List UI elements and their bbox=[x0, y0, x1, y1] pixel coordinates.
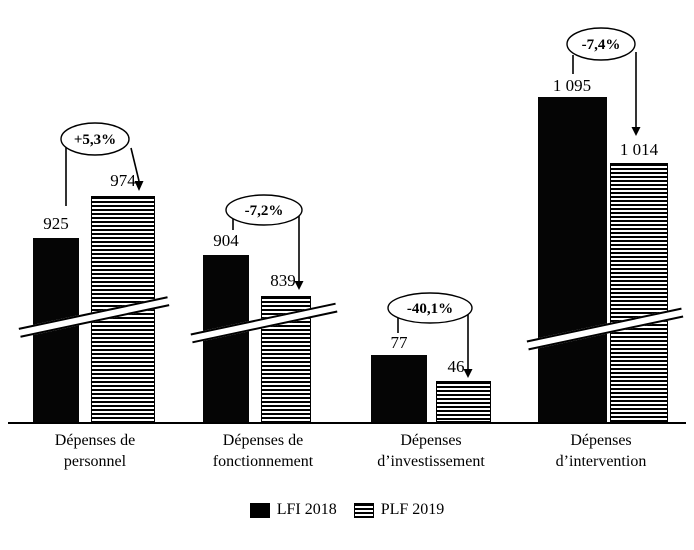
value-label-lfi-fonctionnement: 904 bbox=[213, 231, 239, 250]
change-label: -7,2% bbox=[245, 203, 284, 219]
change-bubble bbox=[60, 122, 130, 156]
change-label: +5,3% bbox=[74, 132, 116, 148]
legend-swatch-lfi2018 bbox=[249, 502, 270, 518]
bar-lfi2018-intervention bbox=[538, 97, 607, 422]
category-label-fonctionnement: Dépenses de fonctionnement bbox=[178, 430, 348, 472]
bar-lfi2018-investissement bbox=[371, 355, 427, 422]
legend-label-plf2019: PLF 2019 bbox=[380, 501, 445, 518]
category-label-line: d’intervention bbox=[555, 453, 647, 470]
category-label-investissement: Dépenses d’investissement bbox=[346, 430, 516, 472]
value-label-lfi-investissement: 77 bbox=[390, 333, 408, 352]
legend: LFI 2018 PLF 2019 bbox=[0, 501, 694, 519]
category-label-intervention: Dépenses d’intervention bbox=[516, 430, 686, 472]
change-bubble bbox=[387, 292, 473, 324]
annotation-personnel: +5,3% bbox=[60, 122, 144, 206]
value-label-plf-personnel: 974 bbox=[110, 171, 136, 190]
change-bubble bbox=[225, 194, 303, 226]
category-label-line: fonctionnement bbox=[212, 453, 314, 470]
arrowhead-icon bbox=[631, 127, 641, 136]
value-label-plf-investissement: 46 bbox=[447, 357, 465, 376]
x-axis bbox=[8, 422, 686, 424]
bar-plf2019-investissement bbox=[436, 381, 491, 422]
category-label-personnel: Dépenses de personnel bbox=[10, 430, 180, 472]
legend-swatch-plf2019 bbox=[353, 502, 374, 518]
change-bubble bbox=[566, 27, 636, 61]
category-label-line: Dépenses bbox=[570, 432, 632, 449]
value-label-plf-fonctionnement: 839 bbox=[270, 271, 296, 290]
value-label-lfi-intervention: 1 095 bbox=[552, 76, 592, 95]
category-label-line: Dépenses de bbox=[222, 432, 304, 449]
value-label-lfi-personnel: 925 bbox=[43, 214, 69, 233]
category-label-line: Dépenses de bbox=[54, 432, 136, 449]
change-label: -7,4% bbox=[582, 37, 621, 53]
category-label-line: personnel bbox=[63, 453, 127, 470]
bar-plf2019-intervention bbox=[610, 163, 668, 422]
value-label-plf-intervention: 1 014 bbox=[619, 140, 659, 159]
category-label-line: d’investissement bbox=[377, 453, 485, 470]
change-label: -40,1% bbox=[407, 301, 453, 317]
legend-label-lfi2018: LFI 2018 bbox=[276, 501, 337, 518]
category-label-line: Dépenses bbox=[400, 432, 462, 449]
